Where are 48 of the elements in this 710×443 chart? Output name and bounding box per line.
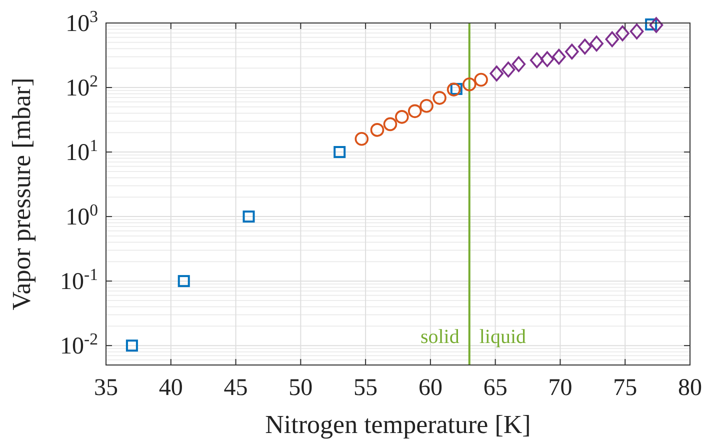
x-tick-label: 80	[678, 375, 702, 401]
x-tick-label: 55	[354, 375, 378, 401]
y-tick-label: 10$^{-1}$	[60, 264, 98, 296]
point	[408, 104, 422, 118]
point	[354, 132, 369, 146]
point	[450, 82, 462, 95]
point	[126, 340, 138, 352]
point	[432, 91, 446, 105]
point	[565, 44, 579, 60]
point	[590, 36, 604, 52]
x-tick-label: 45	[224, 375, 248, 401]
y-tick-label: 10$^{2}$	[66, 71, 98, 102]
point	[394, 110, 409, 124]
y-tick-label: 10$^{3}$	[66, 6, 98, 37]
y-tick-label: 10$^{0}$	[66, 200, 98, 231]
point	[578, 38, 592, 55]
x-tick-label: 65	[483, 375, 508, 401]
point	[616, 25, 630, 42]
point	[552, 48, 566, 65]
point	[462, 77, 476, 92]
point	[178, 275, 190, 288]
point	[530, 52, 544, 68]
point	[649, 17, 664, 33]
x-tick-label: 35	[94, 375, 118, 401]
x-tick-label: 60	[418, 375, 442, 401]
x-tick-label: 70	[548, 375, 572, 401]
y-tick-label: 10$^{-2}$	[60, 329, 98, 360]
annotation: liquid	[479, 326, 526, 348]
point	[630, 24, 644, 40]
x-tick-label: 40	[158, 375, 183, 401]
y-tick-label: 10$^{1}$	[66, 136, 98, 166]
point	[512, 56, 526, 72]
point	[446, 82, 461, 96]
point	[540, 51, 554, 68]
annotation: solid	[420, 326, 460, 348]
point	[420, 98, 434, 113]
point	[490, 66, 504, 82]
x-tick-label: 75	[613, 375, 638, 401]
y-axis-title: Vapor pressure [mbar]	[7, 78, 36, 310]
x-tick-label: 50	[288, 375, 313, 401]
point	[334, 146, 346, 158]
point	[474, 72, 488, 87]
point	[383, 117, 398, 132]
point	[501, 62, 516, 78]
point	[242, 210, 255, 223]
point	[370, 123, 384, 137]
point	[605, 31, 620, 48]
x-axis-title: Nitrogen temperature [K]	[265, 410, 531, 439]
